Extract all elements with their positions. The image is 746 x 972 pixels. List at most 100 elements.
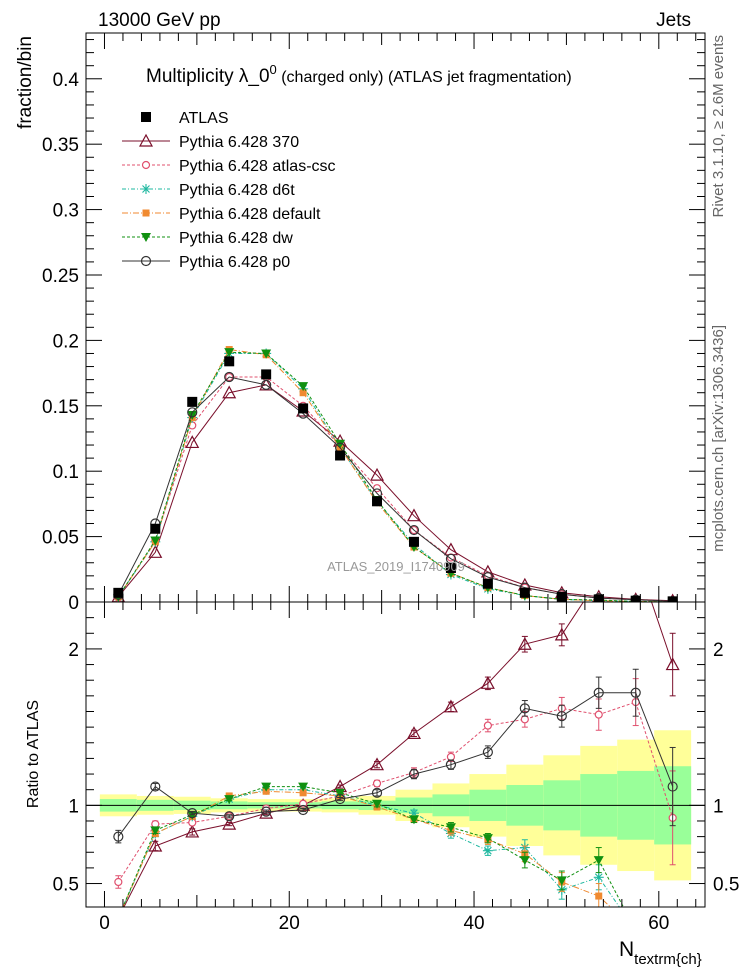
bottom-panel-frame (85, 601, 706, 908)
ratio-0-point-8 (406, 726, 421, 739)
ratio-3-point-14 (632, 927, 639, 934)
legend-label-atlas: ATLAS (179, 110, 229, 127)
ratio-2-point-14 (631, 925, 641, 935)
ratio-3-point-0 (115, 914, 122, 921)
ratio-0-point-11 (517, 636, 532, 650)
top-ytick-label-7: 0.35 (42, 135, 79, 156)
top-ytick-label-1: 0.05 (42, 528, 79, 549)
series-line-3 (117, 348, 673, 602)
series-5-point-2 (187, 407, 198, 418)
y-axis-label-top: fraction/bin (15, 36, 36, 129)
xtick-label-3: 60 (648, 913, 669, 934)
ratio-line-0 (123, 602, 674, 907)
legend-marker-3 (142, 209, 150, 217)
ratio-5-point-2 (187, 808, 198, 819)
atlas-data-point-3 (224, 356, 235, 367)
ratio-4-point-8 (408, 815, 419, 825)
bottom-ytick-label-right-1: 1 (713, 796, 724, 817)
ratio-4-point-3 (224, 795, 235, 805)
ratio-5-point-12 (556, 711, 567, 722)
ratio-5-point-0 (113, 831, 124, 842)
ratio-5-point-1 (150, 781, 161, 792)
legend-label-4: Pythia 6.428 dw (179, 230, 293, 247)
ratio-0-point-7 (370, 757, 385, 771)
ratio-4-point-0 (113, 914, 123, 923)
xtick-label-1: 20 (279, 913, 300, 934)
ratio-0-point-12 (554, 627, 569, 641)
legend-marker-5 (140, 255, 152, 267)
series-line-5 (117, 376, 673, 602)
ratio-line-4 (122, 786, 624, 907)
ratio-4-point-12 (556, 876, 567, 886)
ratio-0-point-14 (630, 549, 642, 560)
ratio-5-point-13 (593, 687, 604, 698)
ratio-4-point-10 (482, 834, 493, 844)
series-5-point-3 (224, 371, 235, 383)
ratio-4-point-9 (445, 823, 456, 833)
ratio-5-point-4 (261, 806, 272, 817)
ratio-3-point-13 (595, 892, 603, 900)
series-3-point-5 (299, 389, 307, 397)
atlas-data-point-13 (593, 594, 604, 602)
ratio-2-point-13 (593, 872, 604, 883)
atlas-data-point-7 (372, 496, 383, 507)
top-ytick-label-0: 0 (68, 593, 79, 614)
ratio-line-2 (122, 789, 621, 907)
chart-title-main: Multiplicity λ_0 (146, 66, 270, 87)
header-right-label: Jets (656, 10, 691, 31)
ratio-1-point-13 (594, 710, 603, 719)
ratio-0-point-2 (185, 824, 200, 838)
top-ytick-label-3: 0.15 (42, 397, 79, 418)
series-0-point-7 (370, 467, 385, 481)
legend-label-3: Pythia 6.428 default (179, 206, 321, 223)
legend-label-1: Pythia 6.428 atlas-csc (179, 158, 336, 175)
ratio-2-point-8 (408, 808, 419, 819)
ratio-4-point-6 (335, 788, 346, 798)
ratio-5-point-14 (630, 687, 641, 698)
atlas-data-point-8 (408, 536, 419, 547)
series-line-4 (117, 351, 673, 602)
ratio-0-point-15 (665, 657, 680, 671)
series-4-point-2 (187, 410, 198, 420)
axes: 00.050.10.150.20.250.30.350.40 20 40 600.5 0… (42, 33, 739, 934)
ratio-1-point-11 (520, 715, 529, 724)
mcplots-label: mcplots.cern.ch [arXiv:1306.3436] (710, 325, 727, 552)
ratio-4-point-5 (298, 782, 309, 792)
rivet-label: Rivet 3.1.10, ≥ 2.6M events (710, 35, 727, 218)
series-0-point-3 (222, 385, 237, 399)
series-5-point-8 (408, 524, 420, 536)
top-ytick-label-2: 0.1 (53, 462, 79, 483)
ratio-4-point-4 (261, 782, 272, 792)
series-4-point-4 (261, 349, 272, 359)
chart-title-rest: (charged only) (ATLAS jet fragmentation) (277, 69, 572, 86)
legend-marker-atlas (141, 112, 151, 122)
x-axis-label-main: N (619, 938, 634, 961)
series-0-point-1 (148, 545, 163, 558)
series-4-point-3 (224, 348, 235, 358)
ratio-5-point-11 (519, 703, 530, 714)
chart-title-superscript: 0 (270, 62, 277, 77)
legend: ATLAS Pythia 6.428 370 Pythia 6.428 atlas-… (122, 110, 336, 271)
atlas-data-point-15 (667, 596, 678, 602)
bottom-panel-marks (86, 549, 705, 935)
top-ytick-label-6: 0.3 (53, 201, 79, 222)
ratio-5-point-6 (334, 793, 346, 805)
ratio-4-point-14 (631, 926, 641, 935)
atlas-data-point-12 (556, 591, 567, 602)
x-axis-label-sub: textrm{ch} (634, 951, 702, 968)
atlas-data-point-5 (298, 403, 309, 414)
ratio-0-point-1 (148, 838, 163, 852)
ratio-5-point-3 (224, 811, 235, 822)
analysis-watermark: ATLAS_2019_I1740909 (327, 559, 465, 574)
ratio-3-point-15 (669, 927, 676, 934)
ratio-3-point-5 (299, 789, 307, 797)
ratio-4-point-11 (519, 856, 530, 866)
bottom-ytick-label-left-2: 2 (68, 640, 79, 661)
ratio-1-point-0 (114, 877, 123, 887)
atlas-data-point-11 (519, 587, 530, 598)
ratio-5-point-5 (298, 804, 309, 816)
xtick-label-0: 0 (99, 913, 110, 934)
bottom-ytick-label-left-0: 0.5 (53, 875, 79, 896)
bottom-ytick-label-left-1: 1 (68, 796, 79, 817)
